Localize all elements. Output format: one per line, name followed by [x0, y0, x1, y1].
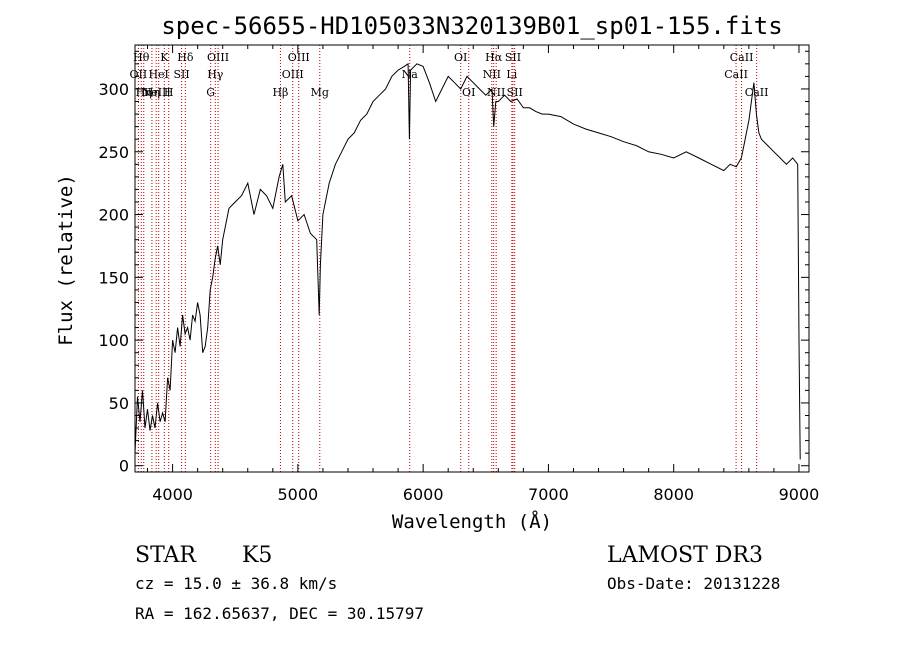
spectral-line-label: Li	[506, 68, 517, 81]
spectral-line-label: G	[206, 86, 215, 99]
x-tick-label: 7000	[528, 485, 569, 504]
spectral-line-label: K	[160, 51, 169, 64]
spectral-line-label: Mg	[311, 86, 329, 99]
x-tick-label: 5000	[278, 485, 319, 504]
y-tick-label: 50	[109, 394, 129, 413]
spectral-line-label: NII	[483, 68, 501, 81]
spectral-line-label: SII	[507, 86, 523, 99]
y-tick-label: 200	[98, 206, 129, 225]
spectral-line-label: SII	[505, 51, 521, 64]
y-tick-label: 150	[98, 268, 129, 287]
y-tick-label: 0	[119, 457, 129, 476]
chart-title: spec-56655-HD105033N320139B01_sp01-155.f…	[161, 12, 782, 40]
spectral-line-label: Hδ	[177, 51, 194, 64]
spectral-line-label: Hβ	[272, 86, 288, 99]
x-tick-label: 4000	[152, 485, 193, 504]
spectral-line-label: Na	[402, 68, 419, 81]
spectral-line-label: OIII	[207, 51, 229, 64]
object-subclass: K5	[242, 543, 272, 568]
spectral-line-label: Hα	[485, 51, 503, 64]
obs-date: Obs-Date: 20131228	[607, 574, 780, 593]
spectral-line-labels: OIIHθHηHηNeIIIHeIKHSIIHδGHγOIIIHβOIIIOII…	[130, 51, 769, 99]
x-axis-ticks: 4000 5000 6000 7000 8000 9000	[147, 45, 820, 504]
spectral-line-label: HeI	[148, 68, 168, 81]
y-axis-label: Flux (relative)	[55, 174, 77, 346]
spectral-line-label: CaII	[745, 86, 769, 99]
spectral-line-label: Hγ	[207, 68, 224, 81]
x-tick-label: 6000	[403, 485, 444, 504]
survey-name: LAMOST DR3	[607, 543, 763, 568]
spectrum-line	[134, 62, 801, 460]
plot-frame	[134, 44, 810, 473]
spectral-line-label: OIII	[282, 68, 304, 81]
spectral-line-label: OI	[462, 86, 475, 99]
spectral-line-label: H	[164, 86, 174, 99]
coordinates: RA = 162.65637, DEC = 30.15797	[135, 604, 424, 623]
spectral-line-label: CaII	[724, 68, 748, 81]
spectral-line-label: SII	[173, 68, 189, 81]
spectral-line-label: OI	[454, 51, 467, 64]
spectral-line-label: NeIII	[142, 86, 171, 99]
spectral-line-label: Hη	[144, 86, 160, 99]
redshift-info: cz = 15.0 ± 36.8 km/s	[135, 574, 337, 593]
x-tick-label: 8000	[653, 485, 694, 504]
y-tick-label: 300	[98, 80, 129, 99]
y-tick-label: 250	[98, 143, 129, 162]
x-axis-label: Wavelength (Å)	[392, 510, 552, 533]
x-tick-label: 9000	[779, 485, 820, 504]
y-axis-ticks: 0 50 100 150 200 250 300	[98, 50, 809, 476]
spectral-line-label: OII	[130, 68, 148, 81]
spectral-line-label: CaII	[730, 51, 754, 64]
spectral-lines-layer	[137, 45, 758, 472]
object-class: STAR	[135, 543, 197, 568]
spectral-line-label: OIII	[288, 51, 310, 64]
y-tick-label: 100	[98, 331, 129, 350]
spectral-line-label: Hθ	[133, 51, 150, 64]
